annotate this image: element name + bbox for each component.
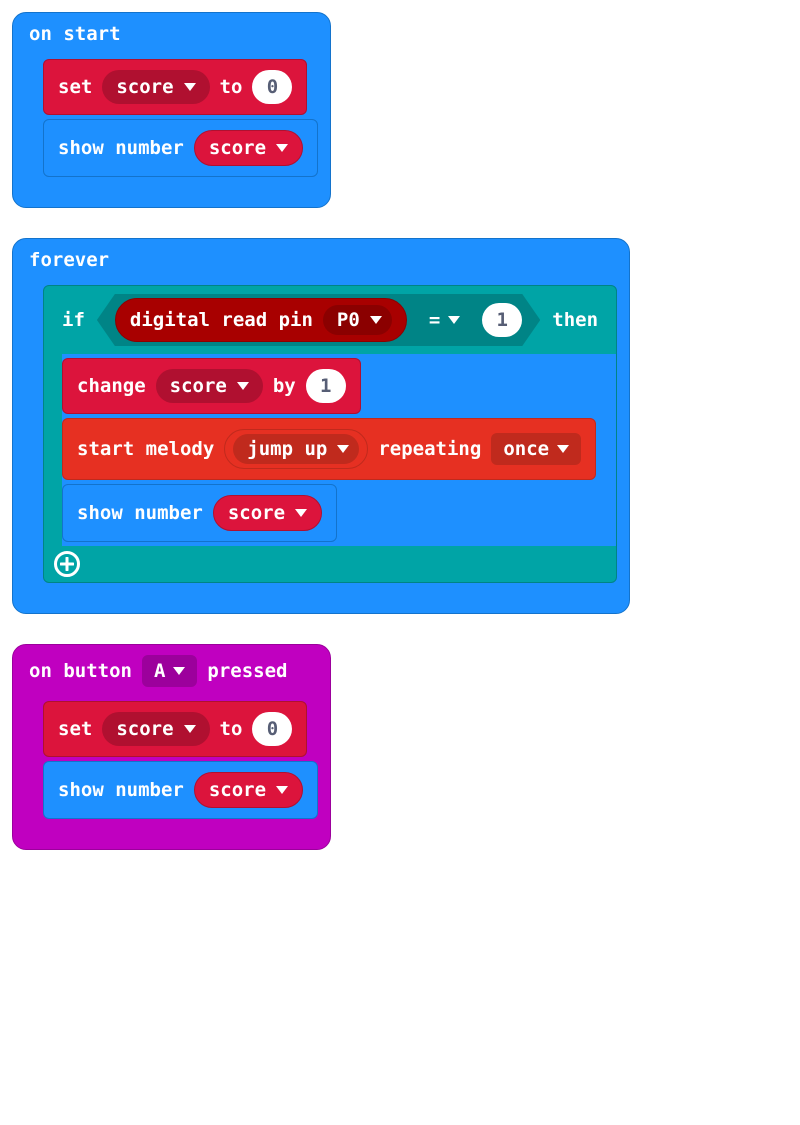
comparison-operator-dropdown[interactable]: =	[417, 304, 472, 336]
number-value: 1	[497, 309, 508, 331]
show-number-block[interactable]: show number score	[62, 484, 337, 542]
on-start-body: set score to 0 show number score	[25, 55, 318, 183]
on-start-block[interactable]: on start set score to 0 show number scor…	[12, 12, 331, 208]
equals-condition[interactable]: digital read pin P0 = 1	[97, 294, 540, 346]
repeat-value: once	[503, 438, 549, 460]
forever-label: forever	[25, 249, 617, 281]
button-value: A	[154, 660, 165, 682]
number-input[interactable]: 1	[306, 369, 346, 403]
repeat-dropdown[interactable]: once	[491, 433, 581, 465]
start-melody-label: start melody	[77, 438, 214, 460]
chevron-down-icon	[184, 83, 196, 91]
variable-dropdown[interactable]: score	[102, 70, 209, 104]
change-variable-block[interactable]: change score by 1	[62, 358, 361, 414]
change-label: change	[77, 375, 146, 397]
show-number-label: show number	[77, 502, 203, 524]
to-label: to	[220, 718, 243, 740]
on-button-pressed-block[interactable]: on button A pressed set score to 0 show …	[12, 644, 331, 850]
pin-dropdown[interactable]: P0	[323, 305, 392, 335]
by-label: by	[273, 375, 296, 397]
on-button-label: on button	[29, 660, 132, 682]
to-label: to	[220, 76, 243, 98]
variable-name: score	[209, 137, 266, 159]
variable-dropdown[interactable]: score	[156, 369, 263, 403]
chevron-down-icon	[184, 725, 196, 733]
button-dropdown[interactable]: A	[142, 655, 197, 687]
set-variable-block[interactable]: set score to 0	[43, 701, 307, 757]
set-label: set	[58, 718, 92, 740]
number-input[interactable]: 0	[252, 712, 292, 746]
if-footer	[44, 546, 616, 582]
show-number-label: show number	[58, 137, 184, 159]
show-number-block[interactable]: show number score	[43, 119, 318, 177]
number-input[interactable]: 0	[252, 70, 292, 104]
start-melody-block[interactable]: start melody jump up repeating once	[62, 418, 596, 480]
on-start-label: on start	[25, 23, 318, 55]
chevron-down-icon	[173, 667, 185, 675]
variable-dropdown[interactable]: score	[102, 712, 209, 746]
pin-value: P0	[337, 309, 360, 331]
on-button-body: set score to 0 show number score	[25, 697, 318, 825]
variable-reporter[interactable]: score	[213, 495, 322, 531]
on-button-header: on button A pressed	[25, 655, 318, 697]
number-value: 1	[320, 375, 331, 397]
if-header: if digital read pin P0 = 1	[44, 286, 616, 354]
chevron-down-icon	[448, 316, 460, 324]
forever-body: if digital read pin P0 = 1	[25, 281, 617, 589]
variable-name: score	[116, 76, 173, 98]
melody-value: jump up	[247, 438, 327, 460]
repeating-label: repeating	[378, 438, 481, 460]
if-body: change score by 1 start melody jum	[62, 354, 616, 546]
plus-icon[interactable]	[54, 551, 80, 577]
set-label: set	[58, 76, 92, 98]
number-value: 0	[267, 718, 278, 740]
chevron-down-icon	[557, 445, 569, 453]
number-input[interactable]: 1	[482, 303, 522, 337]
forever-block[interactable]: forever if digital read pin P0 =	[12, 238, 630, 614]
then-label: then	[552, 309, 598, 331]
pressed-label: pressed	[207, 660, 287, 682]
variable-reporter[interactable]: score	[194, 772, 303, 808]
digital-read-label: digital read pin	[130, 309, 313, 331]
chevron-down-icon	[370, 316, 382, 324]
chevron-down-icon	[337, 445, 349, 453]
melody-dropdown[interactable]: jump up	[233, 434, 359, 464]
show-number-label: show number	[58, 779, 184, 801]
number-value: 0	[267, 76, 278, 98]
show-number-block[interactable]: show number score	[43, 761, 318, 819]
chevron-down-icon	[276, 144, 288, 152]
chevron-down-icon	[295, 509, 307, 517]
variable-name: score	[170, 375, 227, 397]
variable-name: score	[116, 718, 173, 740]
variable-name: score	[228, 502, 285, 524]
if-block[interactable]: if digital read pin P0 = 1	[43, 285, 617, 583]
operator-value: =	[429, 309, 440, 331]
set-variable-block[interactable]: set score to 0	[43, 59, 307, 115]
if-label: if	[62, 309, 85, 331]
variable-reporter[interactable]: score	[194, 130, 303, 166]
variable-name: score	[209, 779, 266, 801]
chevron-down-icon	[276, 786, 288, 794]
chevron-down-icon	[237, 382, 249, 390]
digital-read-pin-block[interactable]: digital read pin P0	[115, 298, 407, 342]
melody-shadow: jump up	[224, 429, 368, 469]
